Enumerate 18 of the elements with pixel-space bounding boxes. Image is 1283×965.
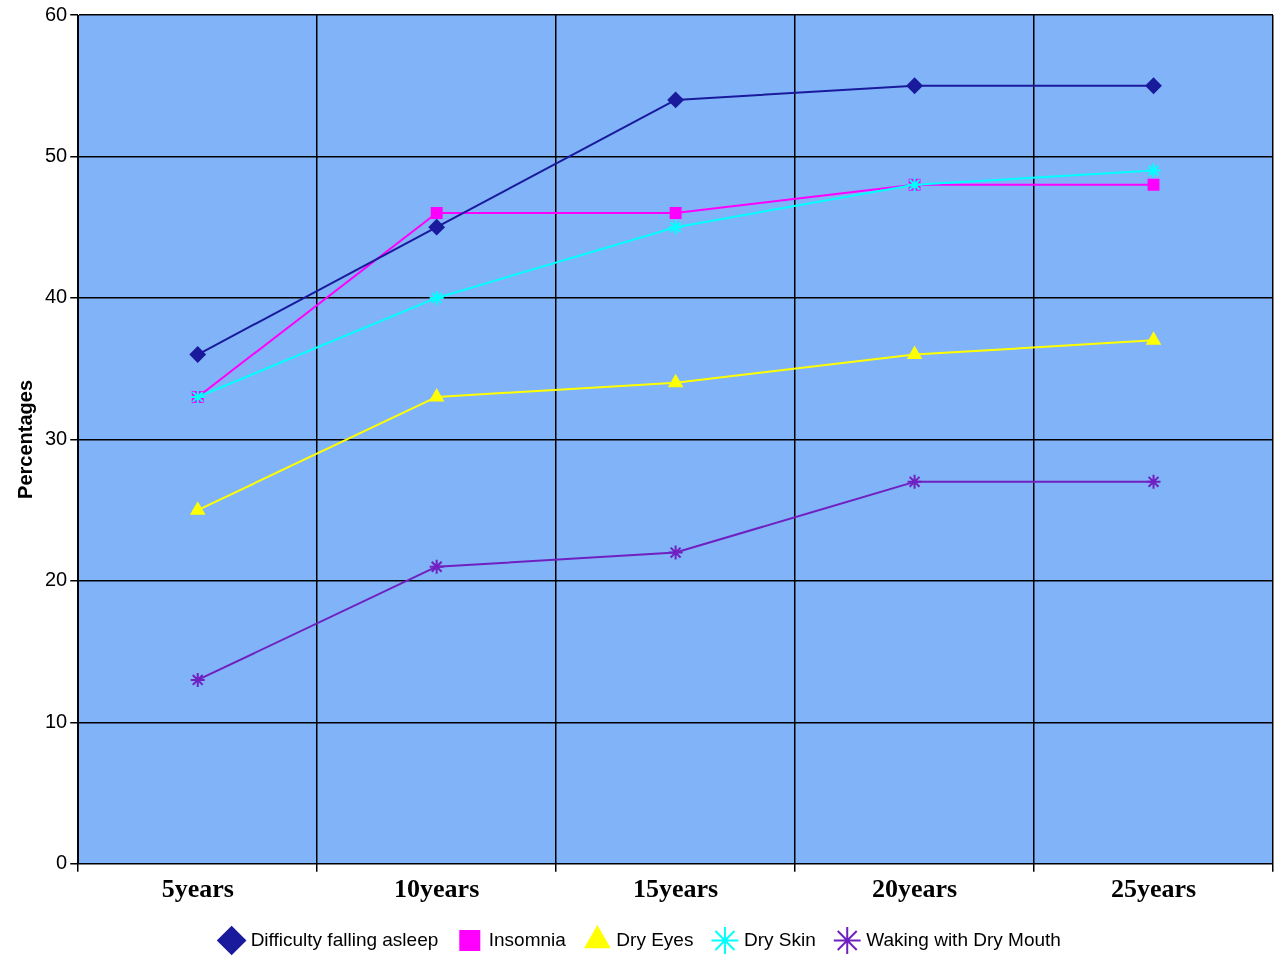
y-tick-label: 30 [45,426,68,449]
legend-label: Dry Eyes [616,928,694,950]
y-tick-label: 0 [56,851,68,874]
x-tick-label: 15years [633,874,719,904]
legend-label: Insomnia [488,928,567,950]
x-tick-label: 25years [1110,874,1197,904]
x-tick-label: 20years [871,874,958,904]
x-tick-label: 10years [394,874,480,904]
y-tick-label: 40 [45,285,68,308]
legend-label: Waking with Dry Mouth [866,928,1061,950]
y-tick-label: 50 [45,143,68,166]
legend-label: Difficulty falling asleep [250,928,439,950]
y-tick-label: 60 [45,2,68,25]
y-tick-label: 10 [45,709,68,732]
y-tick-label: 20 [45,568,68,591]
legend-label: Dry Skin [743,928,816,950]
y-axis-title: Percentages [13,379,36,499]
x-tick-label: 5years [161,874,234,904]
